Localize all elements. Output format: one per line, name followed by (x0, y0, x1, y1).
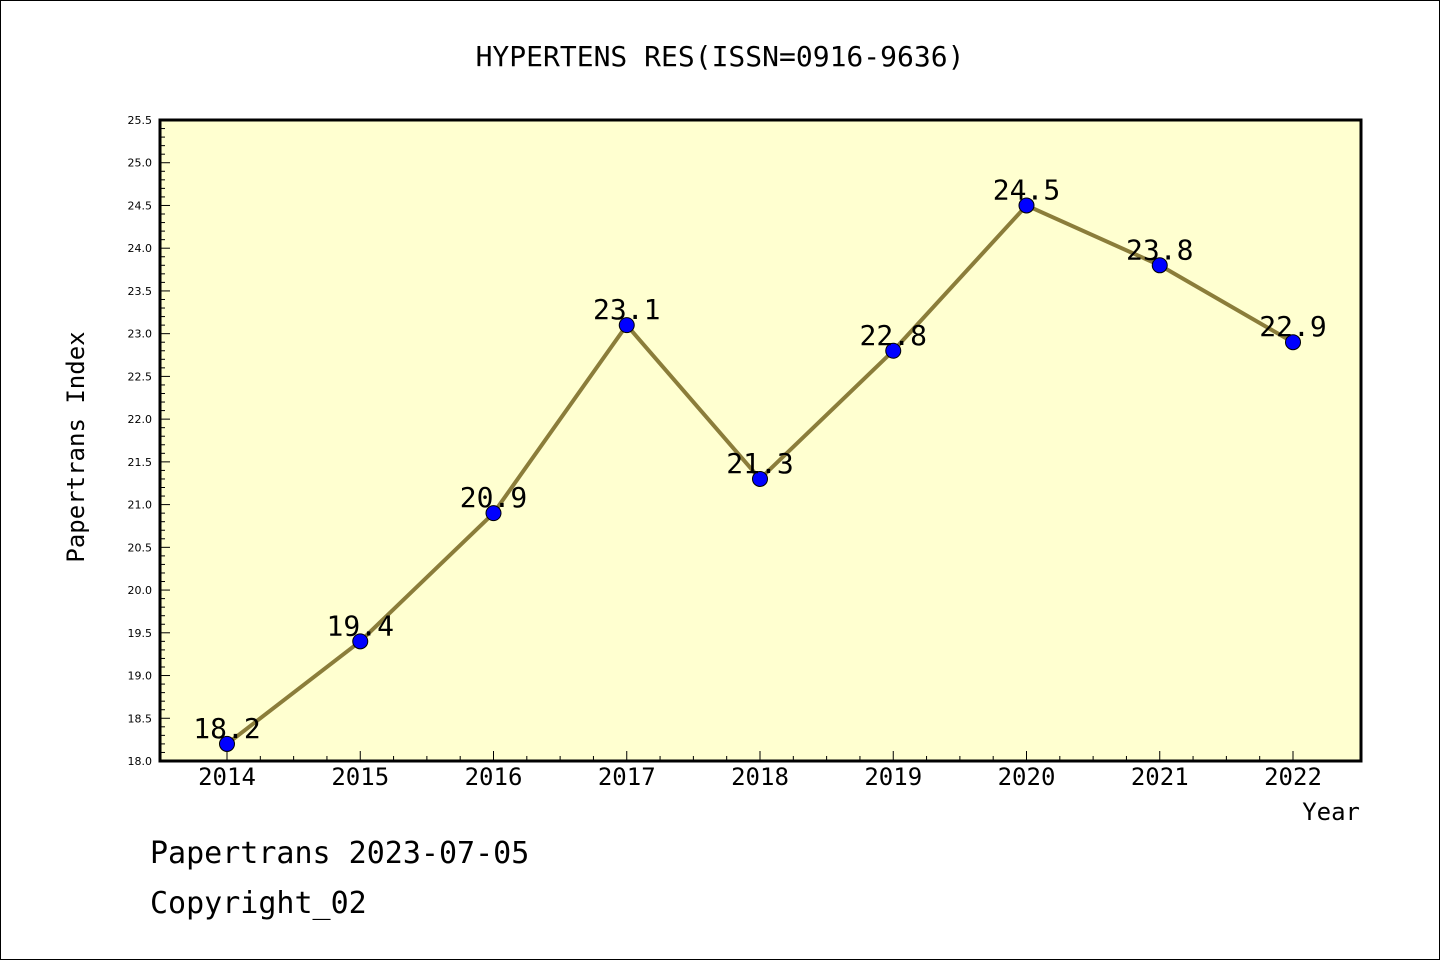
y-tick-label: 23.5 (128, 285, 153, 298)
y-tick-label: 18.0 (128, 755, 153, 768)
y-tick-label: 21.0 (128, 499, 153, 512)
x-tick-label: 2018 (731, 763, 789, 791)
data-label: 22.9 (1259, 310, 1326, 343)
data-label: 19.4 (327, 609, 394, 642)
x-tick-label: 2021 (1131, 763, 1189, 791)
data-point (219, 735, 235, 752)
data-label: 23.8 (1126, 233, 1193, 266)
y-axis-label: Papertrans Index (62, 331, 90, 562)
y-tick-label: 19.5 (128, 627, 153, 640)
data-point (352, 633, 369, 650)
x-tick-label: 2017 (598, 763, 656, 791)
chart-title: HYPERTENS RES(ISSN=0916-9636) (476, 40, 965, 73)
y-tick-label: 25.0 (128, 157, 153, 170)
data-point (752, 470, 768, 487)
series-papertrans-index: 18.2 19.4 20.9 23.1 21.3 22.8 24.5 23.8 22.9 (193, 173, 1327, 752)
footer-date: Papertrans 2023-07-05 (150, 836, 530, 871)
data-label: 20.9 (460, 481, 527, 514)
plot-area (160, 120, 1361, 761)
y-tick-label: 25.5 (128, 114, 153, 127)
y-tick-label: 20.5 (128, 541, 153, 554)
data-point (885, 342, 902, 359)
y-tick-label: 20.0 (128, 584, 153, 597)
x-tick-label: 2014 (198, 763, 256, 791)
data-label: 22.8 (860, 319, 927, 352)
plot-border (158, 118, 1363, 763)
y-tick-label: 24.5 (128, 199, 153, 212)
data-point (1285, 334, 1301, 351)
y-tick-label: 21.5 (128, 456, 153, 469)
footer-copyright: Copyright_02 (150, 886, 367, 921)
x-tick-label: 2015 (331, 763, 389, 791)
data-label: 18.2 (193, 712, 260, 745)
data-point (1151, 257, 1168, 274)
x-axis: 2014 2015 2016 2017 2018 2019 2020 2021 2022 (198, 751, 1322, 791)
y-tick-label: 19.0 (128, 670, 153, 683)
data-point (1018, 197, 1035, 214)
x-axis-label: Year (1302, 798, 1360, 826)
y-tick-label: 18.5 (128, 712, 153, 725)
y-tick-label: 22.0 (128, 413, 153, 426)
y-axis: 18.0 18.5 19.0 19.5 20.0 20.5 21.0 21.5 22.0 22.5… (128, 114, 170, 768)
data-point (618, 317, 635, 334)
data-label: 23.1 (593, 293, 660, 326)
data-label: 24.5 (993, 173, 1060, 206)
x-tick-label: 2019 (864, 763, 922, 791)
y-tick-label: 23.0 (128, 328, 153, 341)
data-label: 21.3 (726, 447, 793, 480)
data-point (485, 505, 502, 522)
y-tick-label: 24.0 (128, 242, 153, 255)
x-tick-label: 2022 (1264, 763, 1322, 791)
x-tick-label: 2020 (998, 763, 1056, 791)
y-tick-label: 22.5 (128, 370, 153, 383)
x-tick-label: 2016 (465, 763, 523, 791)
